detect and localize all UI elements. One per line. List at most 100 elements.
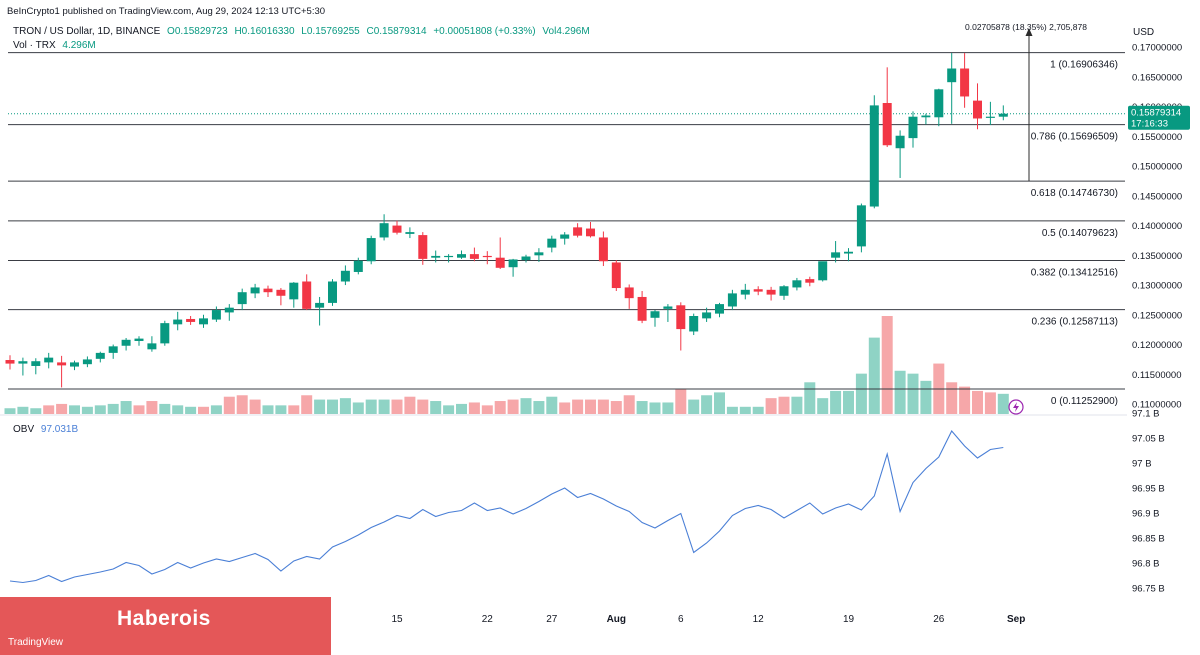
volume-bar xyxy=(443,405,455,414)
volume-bar xyxy=(610,401,622,414)
candle-body xyxy=(160,323,170,344)
candle-body xyxy=(263,288,273,293)
candle-body xyxy=(856,205,866,247)
volume-bar xyxy=(675,389,687,414)
volume-bar xyxy=(404,396,416,414)
candle-body xyxy=(121,339,131,346)
lightning-glyph xyxy=(1013,402,1019,412)
volume-bar xyxy=(314,399,326,414)
candle-body xyxy=(379,223,389,238)
candle-body xyxy=(444,255,454,258)
tradingview-logo[interactable]: TradingView xyxy=(8,637,64,648)
volume-bar xyxy=(726,406,738,414)
date-tick-label: 15 xyxy=(391,614,403,625)
obv-tick-label: 96.9 B xyxy=(1132,509,1159,520)
candle-body xyxy=(547,238,557,248)
volume-bar xyxy=(946,382,958,414)
price-tick-label: 0.14000000 xyxy=(1132,221,1182,232)
price-tick-label: 0.15000000 xyxy=(1132,162,1182,173)
date-tick-label: Aug xyxy=(607,614,626,625)
volume-bar xyxy=(172,405,184,414)
volume-bar xyxy=(597,399,609,414)
fib-label: 0.618 (0.14746730) xyxy=(1031,188,1118,199)
volume-bar xyxy=(868,337,880,414)
candle-body xyxy=(676,305,686,330)
price-tag-box xyxy=(1128,105,1190,130)
candle-body xyxy=(534,252,544,256)
price-tick-label: 0.14500000 xyxy=(1132,191,1182,202)
fib-label: 0.236 (0.12587113) xyxy=(1031,317,1118,328)
candle-body xyxy=(315,302,325,308)
candle-body xyxy=(869,105,879,207)
obv-label[interactable]: OBV xyxy=(13,424,35,435)
candle-body xyxy=(624,287,634,299)
volume-bar xyxy=(430,401,442,414)
candle-body xyxy=(495,257,505,268)
price-tag-price: 0.15879314 xyxy=(1131,108,1181,119)
volume-bar xyxy=(94,405,106,414)
date-tick-label: Sep xyxy=(1007,614,1025,625)
candle-body xyxy=(702,312,712,319)
volume-bar xyxy=(701,395,713,414)
candle-body xyxy=(366,238,376,262)
volume-bar xyxy=(507,399,519,414)
volume-bar xyxy=(997,393,1009,414)
legend-symbol[interactable]: TRON / US Dollar, 1D, BINANCE xyxy=(13,26,161,37)
fib-label: 0.382 (0.13412516) xyxy=(1031,268,1118,279)
candle-body xyxy=(211,310,221,320)
watermark-text: Haberois xyxy=(117,607,211,630)
candle-body xyxy=(224,307,234,313)
volume-bar xyxy=(752,406,764,414)
candle-body xyxy=(5,360,15,364)
price-tick-label: 0.12000000 xyxy=(1132,340,1182,351)
volume-bar xyxy=(636,401,648,414)
candle-body xyxy=(95,352,105,359)
published-line: BeInCrypto1 published on TradingView.com… xyxy=(7,6,326,17)
volume-bar xyxy=(17,406,29,414)
candle-body xyxy=(844,251,853,254)
volume-bar xyxy=(236,395,248,414)
candle-body xyxy=(173,319,183,325)
candle-body xyxy=(482,255,492,258)
volume-bar xyxy=(43,405,55,414)
volume-bar xyxy=(198,406,209,414)
candle-body xyxy=(250,287,260,294)
candle-body xyxy=(947,68,957,83)
volume-bar xyxy=(223,396,235,414)
volume-bar xyxy=(146,401,158,414)
volume-bar xyxy=(714,392,725,414)
candle-body xyxy=(237,292,247,305)
candle-body xyxy=(328,281,337,303)
candle-body xyxy=(960,68,970,97)
candle-body xyxy=(818,261,828,281)
volume-bar xyxy=(185,406,197,414)
volume-bar xyxy=(520,398,532,414)
candle-body xyxy=(637,296,647,321)
candle-body xyxy=(650,311,660,318)
fib-label: 0 (0.11252900) xyxy=(1051,396,1118,407)
volume-bar xyxy=(533,401,545,414)
fib-label: 1 (0.16906346) xyxy=(1050,60,1118,71)
volume-bar xyxy=(778,396,790,414)
vol-label[interactable]: Vol · TRX xyxy=(13,40,56,51)
volume-bar xyxy=(559,402,571,414)
date-tick-label: 19 xyxy=(843,614,855,625)
candle-body xyxy=(805,279,815,283)
volume-bar xyxy=(4,408,16,414)
volume-bar xyxy=(481,405,493,414)
obv-pane xyxy=(9,430,1004,584)
candle-body xyxy=(70,362,79,367)
candle-body xyxy=(392,225,402,233)
volume-bar xyxy=(843,390,854,414)
volume-bar xyxy=(30,408,42,414)
candle-body xyxy=(18,361,28,364)
candle-body xyxy=(611,262,621,289)
volume-bar xyxy=(688,399,700,414)
volume-bar xyxy=(378,399,390,414)
candle-body xyxy=(779,286,789,296)
candle-body xyxy=(469,254,479,259)
candle-body xyxy=(908,116,918,139)
legend-change: +0.00051808 (+0.33%) xyxy=(433,26,536,37)
volume-bar xyxy=(133,405,145,414)
